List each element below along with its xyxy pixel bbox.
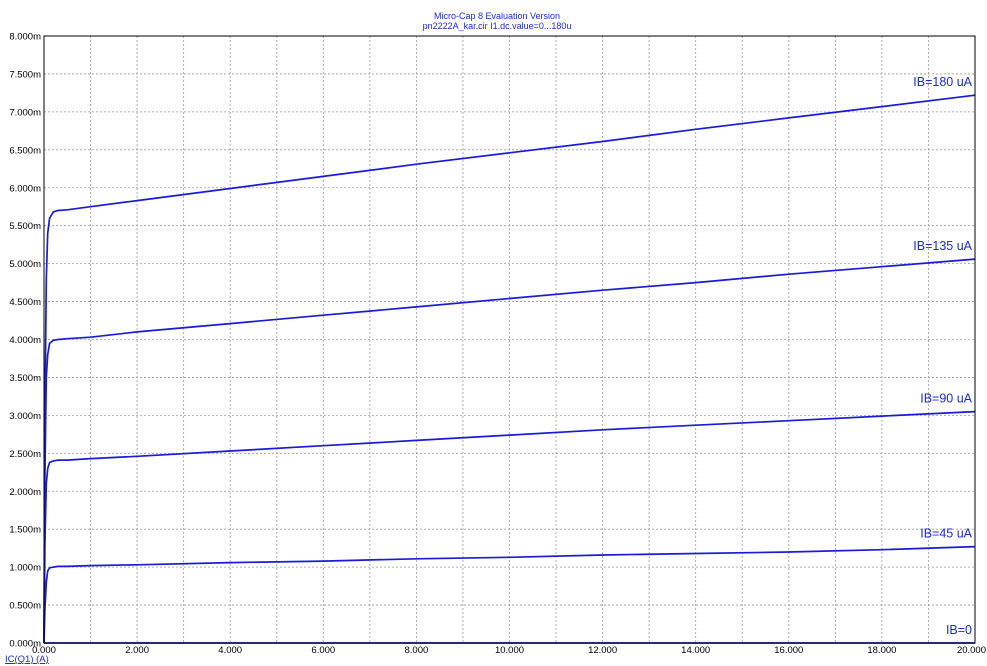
y-tick-label: 6.500m bbox=[9, 145, 41, 156]
y-tick-label: 2.500m bbox=[9, 449, 41, 460]
x-tick-label: 14.000 bbox=[681, 645, 710, 656]
grid bbox=[44, 36, 975, 643]
x-tick-label: 8.000 bbox=[405, 645, 429, 656]
x-tick-label: 2.000 bbox=[125, 645, 149, 656]
x-tick-label: 18.000 bbox=[867, 645, 896, 656]
x-tick-label: 6.000 bbox=[311, 645, 335, 656]
x-tick-label: 20.000 bbox=[957, 645, 986, 656]
curve-label: IB=180 uA bbox=[913, 75, 972, 89]
plot-frame bbox=[43, 35, 976, 644]
y-tick-label: 4.000m bbox=[9, 335, 41, 346]
curve-line bbox=[43, 410, 976, 644]
curve-line bbox=[43, 545, 976, 644]
y-tick-label: 5.500m bbox=[9, 221, 41, 232]
chart-subtitle: pn2222A_kar.cir I1.dc.value=0...180u bbox=[423, 21, 572, 31]
y-tick-label: 5.000m bbox=[9, 259, 41, 270]
y-tick-label: 3.500m bbox=[9, 373, 41, 384]
y-tick-label: 1.500m bbox=[9, 525, 41, 536]
y-tick-label: 6.000m bbox=[9, 183, 41, 194]
x-tick-label: 12.000 bbox=[588, 645, 617, 656]
y-tick-label: 7.000m bbox=[9, 107, 41, 118]
y-axis-label: IC(Q1) (A) bbox=[5, 654, 49, 665]
y-tick-label: 0.500m bbox=[9, 601, 41, 612]
curve-label: IB=90 uA bbox=[920, 392, 972, 406]
y-tick-label: 2.000m bbox=[9, 487, 41, 498]
x-axis-ticks: 0.000 2.000 4.000 6.000 8.000 10.000 12.000 14.… bbox=[32, 645, 986, 656]
y-tick-label: 4.500m bbox=[9, 297, 41, 308]
x-tick-label: 16.000 bbox=[774, 645, 803, 656]
y-tick-label: 1.000m bbox=[9, 563, 41, 574]
curve-line bbox=[43, 258, 976, 644]
y-axis-ticks: 0.000m 0.500m 1.000m 1.500m 2.000m 2.500m 3.00… bbox=[9, 32, 41, 650]
chart-title: Micro-Cap 8 Evaluation Version bbox=[434, 11, 560, 21]
curve-label: IB=45 uA bbox=[920, 527, 972, 541]
curve-line bbox=[43, 94, 976, 644]
plot-title: Micro-Cap 8 Evaluation Version pn2222A_k… bbox=[423, 11, 572, 31]
y-tick-label: 7.500m bbox=[9, 69, 41, 80]
x-tick-label: 10.000 bbox=[495, 645, 524, 656]
x-tick-label: 0.000 bbox=[32, 645, 56, 656]
y-tick-label: 8.000m bbox=[9, 32, 41, 43]
y-tick-label: 3.000m bbox=[9, 411, 41, 422]
curve-label: IB=0 bbox=[946, 623, 972, 637]
curve-label: IB=135 uA bbox=[913, 239, 972, 253]
y-tick-label: 0.000m bbox=[9, 639, 41, 650]
x-tick-label: 4.000 bbox=[218, 645, 242, 656]
curve-labels: IB=0 IB=45 uA IB=90 uA IB=135 uA IB=180 uA bbox=[913, 75, 972, 637]
